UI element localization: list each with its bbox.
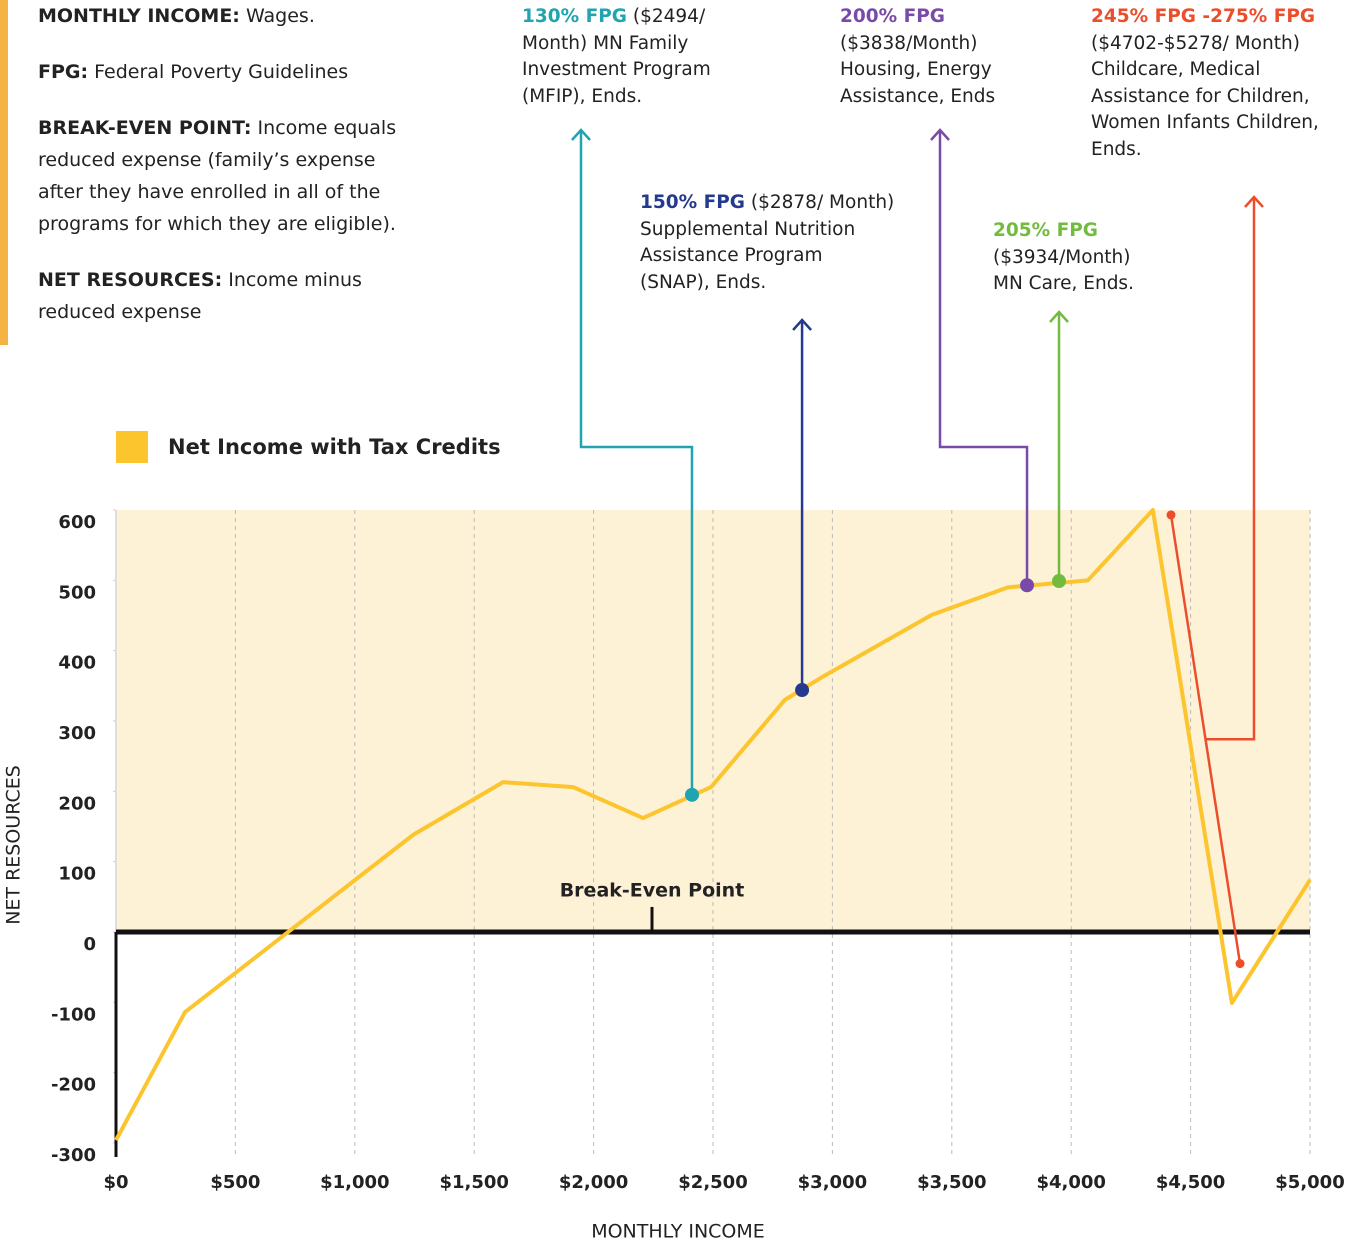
x-tick-label: $3,000 (798, 1172, 867, 1193)
y-tick-label: 600 (58, 512, 96, 533)
callout-title: 130% FPG (522, 6, 627, 27)
y-tick-label: 100 (58, 864, 96, 885)
x-tick-label: $4,500 (1156, 1172, 1225, 1193)
callout-arrow (930, 128, 950, 141)
callout-body: ($3934/Month) MN Care, Ends. (993, 246, 1134, 295)
callout-body: ($4702-$5278/ Month) Childcare, Medical … (1091, 32, 1319, 160)
callout-leader (938, 130, 1029, 586)
y-tick-label: 0 (83, 934, 96, 955)
data-line (114, 508, 1312, 1142)
x-tick-label: $2,500 (678, 1172, 747, 1193)
definition-text: Federal Poverty Guidelines (94, 61, 349, 83)
definition: FPG: Federal Poverty Guidelines (38, 56, 398, 88)
definition-term: MONTHLY INCOME: (38, 5, 240, 27)
callout-arrow (792, 318, 813, 331)
y-tick-label: 500 (58, 582, 96, 603)
callout-marker (1166, 510, 1176, 520)
definition-text: Income equals reduced expense (family’s … (38, 117, 397, 235)
callout-leader (579, 130, 694, 795)
y-tick-label: -100 (51, 1004, 96, 1025)
definition-term: BREAK-EVEN POINT: (38, 117, 252, 139)
x-tick-label: $1,500 (439, 1172, 508, 1193)
x-tick-label: $500 (210, 1172, 260, 1193)
break-even-label: Break-Even Point (560, 879, 745, 901)
y-tick-label: 400 (58, 653, 96, 674)
y-tick-label: -200 (51, 1075, 96, 1096)
callout-marker (1052, 574, 1067, 589)
y-tick-label: 200 (58, 793, 96, 814)
callout-marker (1235, 959, 1245, 969)
x-tick-label: $3,500 (917, 1172, 986, 1193)
definition: MONTHLY INCOME: Wages. (38, 0, 398, 32)
callout-body: ($2878/ Month) Supplemental Nutrition As… (640, 192, 895, 293)
y-tick-label: -300 (51, 1145, 96, 1166)
accent-bar (0, 0, 8, 345)
callout-marker (795, 683, 810, 698)
x-tick-label: $1,000 (320, 1172, 389, 1193)
callout-leader (1205, 197, 1256, 741)
callout-arrow (571, 128, 591, 141)
callout-text: 200% FPG ($3838/Month) Housing, Energy A… (840, 4, 1030, 110)
x-tick-label: $4,000 (1036, 1172, 1105, 1193)
legend-swatch (116, 431, 148, 463)
y-axis-title: NET RESOURCES (3, 765, 25, 925)
x-tick-label: $5,000 (1275, 1172, 1344, 1193)
legend-label: Net Income with Tax Credits (168, 435, 501, 459)
y-tick-label: 300 (58, 723, 96, 744)
callout-text: 150% FPG ($2878/ Month) Supplemental Nut… (640, 190, 895, 296)
definition-term: FPG: (38, 61, 89, 83)
callout-text: 205% FPG ($3934/Month) MN Care, Ends. (993, 218, 1163, 298)
definition-text: Wages. (245, 5, 315, 27)
callout-arrow (1049, 310, 1069, 323)
callout-marker (1020, 578, 1035, 593)
definition: BREAK-EVEN POINT: Income equals reduced … (38, 112, 398, 240)
callout-title: 150% FPG (640, 192, 745, 213)
definition-text: Income minus reduced expense (38, 269, 362, 323)
callout-body: ($3838/Month) Housing, Energy Assistance… (840, 32, 996, 107)
definition: NET RESOURCES: Income minus reduced expe… (38, 264, 398, 328)
x-axis-title: MONTHLY INCOME (591, 1221, 765, 1243)
callout-text: 245% FPG -275% FPG ($4702-$5278/ Month) … (1091, 4, 1341, 163)
callout-text: 130% FPG ($2494/ Month) MN Family Invest… (522, 4, 752, 110)
definitions: MONTHLY INCOME: Wages. FPG: Federal Pover… (38, 0, 398, 352)
x-tick-label: $0 (103, 1172, 128, 1193)
callout-arrow (1244, 195, 1264, 208)
callout-title: 200% FPG (840, 6, 945, 27)
definition-term: NET RESOURCES: (38, 269, 223, 291)
x-tick-label: $2,000 (559, 1172, 628, 1193)
callout-marker (684, 787, 699, 802)
callout-title: 245% FPG -275% FPG (1091, 6, 1316, 27)
callout-title: 205% FPG (993, 220, 1098, 241)
callout-body: ($2494/ Month) MN Family Investment Prog… (522, 6, 711, 107)
